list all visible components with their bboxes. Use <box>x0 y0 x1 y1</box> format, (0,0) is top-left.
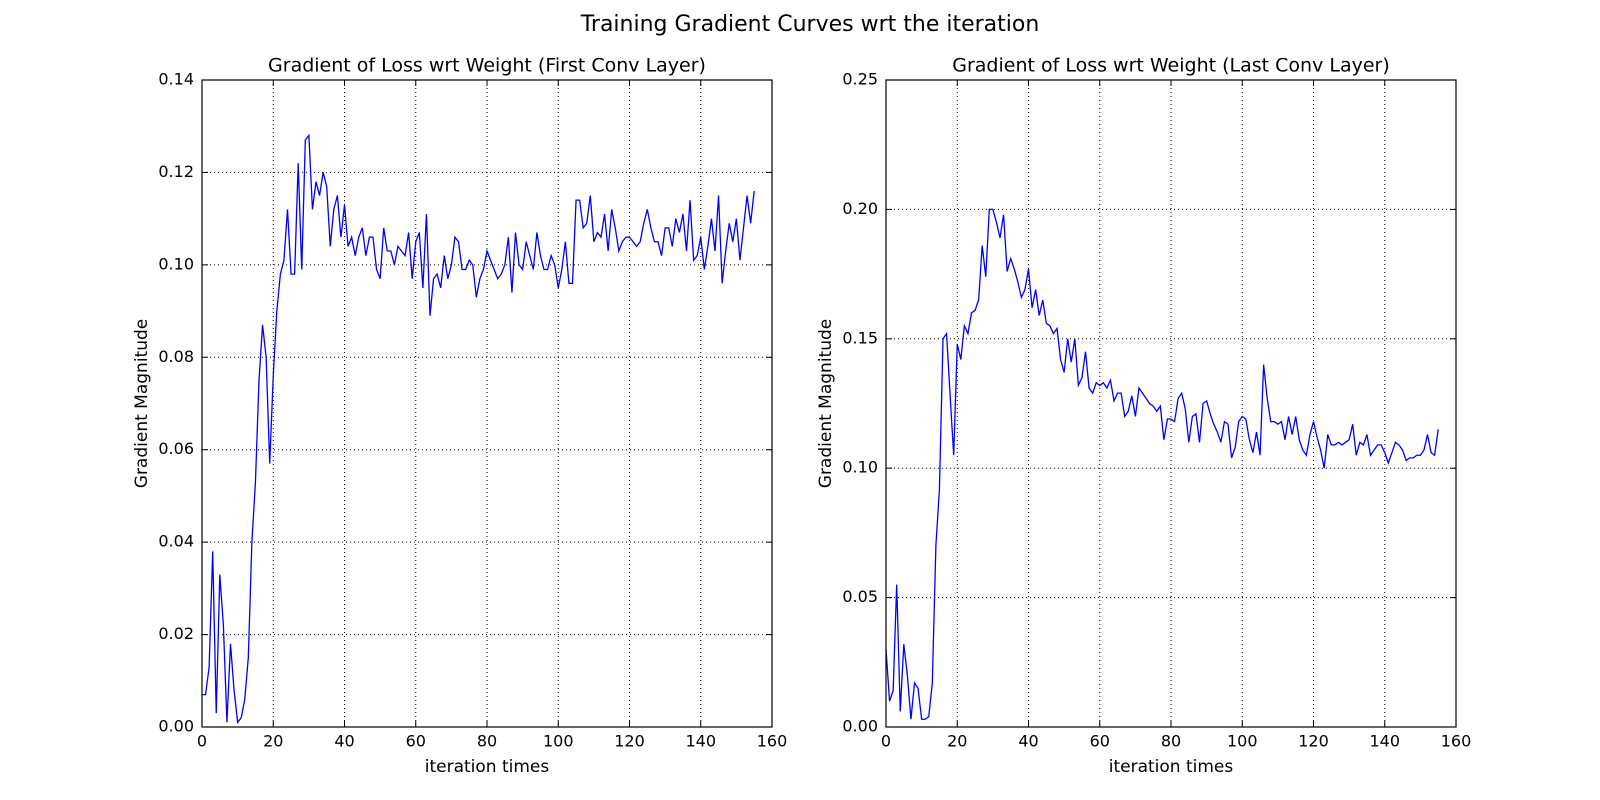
x-tick-label: 160 <box>757 732 788 751</box>
x-tick-label: 120 <box>614 732 645 751</box>
y-tick-label: 0.14 <box>158 70 194 89</box>
x-tick-label: 80 <box>477 732 497 751</box>
data-line <box>202 133 755 725</box>
y-tick-label: 0.06 <box>158 439 194 458</box>
x-axis-label: iteration times <box>425 757 550 777</box>
x-tick-label: 160 <box>1441 732 1472 751</box>
figure-title: Training Gradient Curves wrt the iterati… <box>580 12 1040 37</box>
y-axis-label: Gradient Magnitude <box>816 319 836 488</box>
y-tick-label: 0.04 <box>158 532 194 551</box>
y-tick-label: 0.02 <box>158 624 194 643</box>
subplot-title: Gradient of Loss wrt Weight (Last Conv L… <box>952 55 1390 77</box>
x-tick-label: 0 <box>881 732 891 751</box>
x-tick-label: 0 <box>197 732 207 751</box>
y-tick-label: 0.10 <box>842 458 878 477</box>
y-tick-label: 0.08 <box>158 347 194 366</box>
x-tick-label: 80 <box>1161 732 1181 751</box>
x-tick-label: 40 <box>1018 732 1038 751</box>
x-tick-label: 60 <box>406 732 426 751</box>
y-tick-label: 0.10 <box>158 254 194 273</box>
y-tick-label: 0.20 <box>842 199 878 218</box>
subplot: 0 20 40 60 80 100 120 140 160 0.00 0.05 0.10 0.15 0.2… <box>816 55 1471 778</box>
data-line <box>885 208 1439 720</box>
x-tick-label: 120 <box>1298 732 1329 751</box>
x-tick-label: 40 <box>334 732 354 751</box>
y-tick-label: 0.00 <box>842 717 878 736</box>
x-tick-label: 100 <box>543 732 574 751</box>
y-tick-label: 0.05 <box>842 587 878 606</box>
x-axis-label: iteration times <box>1109 757 1234 777</box>
x-tick-label: 140 <box>1369 732 1400 751</box>
subplot: 0 20 40 60 80 100 120 140 160 0.00 0.02 0.04 0.06 0.0… <box>132 55 787 778</box>
x-tick-label: 60 <box>1090 732 1110 751</box>
y-axis-label: Gradient Magnitude <box>132 319 152 488</box>
y-tick-label: 0.12 <box>158 162 194 181</box>
y-tick-label: 0.15 <box>842 328 878 347</box>
x-tick-label: 140 <box>685 732 716 751</box>
subplot-title: Gradient of Loss wrt Weight (First Conv … <box>268 55 706 77</box>
x-tick-label: 20 <box>263 732 283 751</box>
y-tick-label: 0.00 <box>158 717 194 736</box>
axes-frame <box>201 79 773 728</box>
axes-frame <box>885 79 1457 728</box>
x-tick-label: 20 <box>947 732 967 751</box>
x-tick-label: 100 <box>1227 732 1258 751</box>
y-tick-label: 0.25 <box>842 70 878 89</box>
